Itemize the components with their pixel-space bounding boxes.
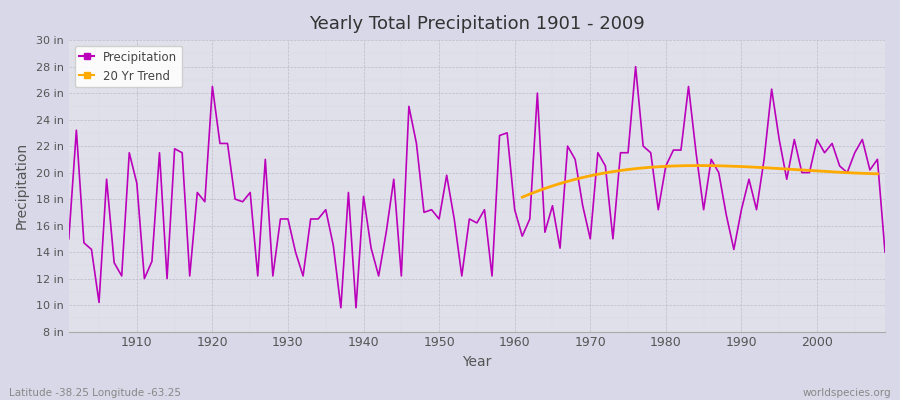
Text: worldspecies.org: worldspecies.org <box>803 388 891 398</box>
Title: Yearly Total Precipitation 1901 - 2009: Yearly Total Precipitation 1901 - 2009 <box>309 15 644 33</box>
Text: Latitude -38.25 Longitude -63.25: Latitude -38.25 Longitude -63.25 <box>9 388 181 398</box>
X-axis label: Year: Year <box>463 355 491 369</box>
Y-axis label: Precipitation: Precipitation <box>15 142 29 230</box>
Legend: Precipitation, 20 Yr Trend: Precipitation, 20 Yr Trend <box>75 46 182 87</box>
